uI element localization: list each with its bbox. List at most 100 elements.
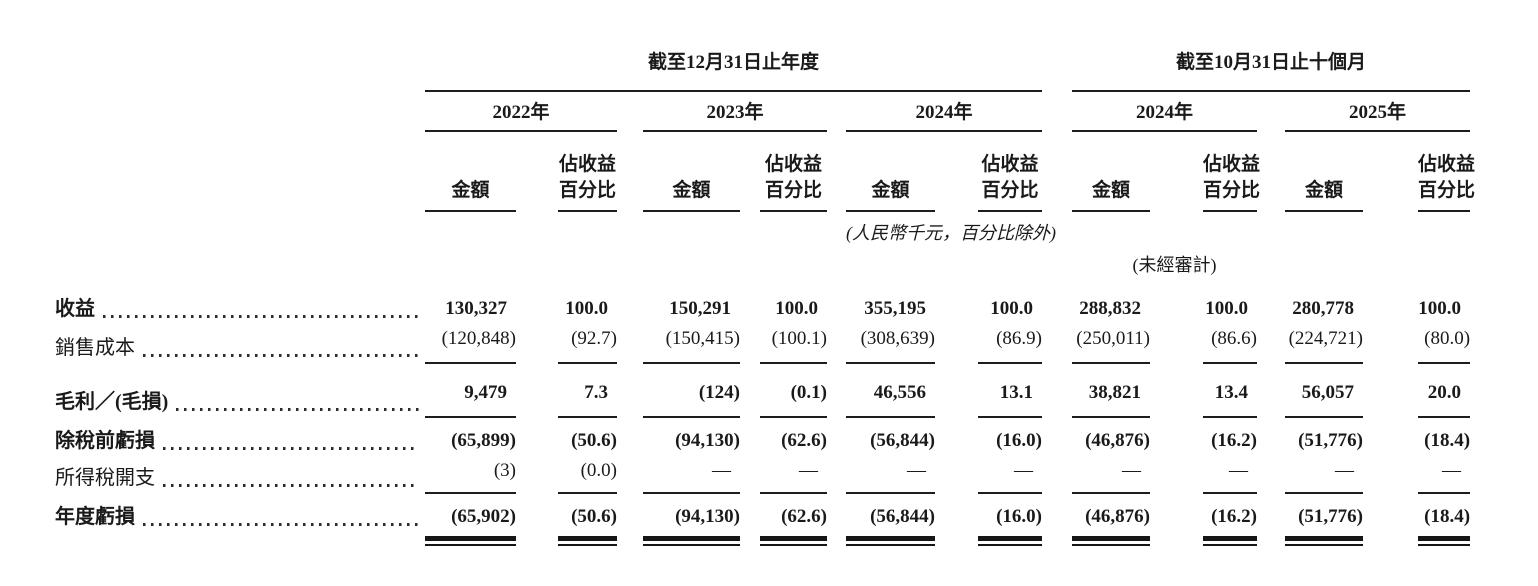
spacer-cell xyxy=(740,417,760,456)
double-rule xyxy=(1418,536,1471,546)
spacer-cell xyxy=(827,131,846,211)
spacer-cell xyxy=(617,363,643,417)
period-header-ten-months: 截至10月31日止十個月 xyxy=(1072,50,1471,92)
dot-leader xyxy=(163,447,419,450)
spacer-cell xyxy=(1042,493,1072,532)
spacer-cell xyxy=(516,282,558,324)
value-cell: — xyxy=(643,456,740,494)
year-header-2024-interim: 2024年 xyxy=(1072,91,1257,132)
amount-header-2025-interim: 金額 xyxy=(1285,131,1363,212)
table-row-revenue: 收益 130,327 100.0 150,291 100.0 355,195 1… xyxy=(55,282,1470,324)
spacer-cell xyxy=(1363,456,1418,493)
spacer-cell xyxy=(1257,456,1285,493)
spacer-cell xyxy=(827,493,846,532)
row-label-cost-of-sales: 銷售成本 xyxy=(55,337,135,359)
value-cell: (250,011) xyxy=(1072,324,1150,364)
spacer-cell xyxy=(1257,91,1285,131)
value-cell: (120,848) xyxy=(425,324,516,364)
spacer-cell xyxy=(1363,324,1418,363)
amount-header-2024-annual: 金額 xyxy=(846,131,935,212)
double-rule xyxy=(1072,536,1150,546)
section-header-row: 截至12月31日止年度 截至10月31日止十個月 xyxy=(55,50,1471,92)
spacer-cell xyxy=(740,324,760,363)
pct-header-line2: 百分比 xyxy=(558,180,616,201)
spacer-cell xyxy=(55,91,425,131)
spacer-cell xyxy=(1150,456,1203,493)
value-cell: (18.4) xyxy=(1424,430,1471,451)
pct-header-line2: 百分比 xyxy=(764,180,822,201)
spacer-cell xyxy=(55,246,1072,282)
spacer-cell xyxy=(1257,493,1285,532)
spacer-cell xyxy=(935,493,978,532)
row-label-gross-profit: 毛利／(毛損) xyxy=(55,391,169,413)
value-cell: (56,844) xyxy=(870,506,935,527)
spacer-cell xyxy=(617,324,643,363)
row-label-loss-before-tax-cell: 除稅前虧損 xyxy=(55,417,425,456)
spacer-cell xyxy=(1042,363,1072,417)
spacer-cell xyxy=(1257,532,1285,546)
spacer-cell xyxy=(1257,131,1285,211)
pct-header-line2: 百分比 xyxy=(1203,180,1261,201)
spacer-cell xyxy=(516,363,558,417)
unaudited-note: (未經審計) xyxy=(1132,255,1217,275)
value-cell: 100.0 xyxy=(775,298,818,319)
year-header-2025-interim: 2025年 xyxy=(1285,91,1471,132)
value-cell: 100.0 xyxy=(1205,298,1248,319)
table-row-loss-before-tax: 除稅前虧損 (65,899) (50.6) (94,130) (62.6) (5… xyxy=(55,417,1470,456)
value-cell: (50.6) xyxy=(571,506,617,527)
value-cell: (100.1) xyxy=(760,324,827,364)
value-cell: 13.4 xyxy=(1203,363,1257,418)
value-cell: (16.0) xyxy=(996,430,1042,451)
spacer-cell xyxy=(55,50,425,91)
value-cell: (62.6) xyxy=(781,506,827,527)
spacer-cell xyxy=(1042,324,1072,363)
spacer-cell xyxy=(935,282,978,324)
pct-header-line1: 佔收益 xyxy=(1203,154,1261,175)
pct-header-line1: 佔收益 xyxy=(1418,154,1476,175)
value-cell: (51,776) xyxy=(1298,506,1363,527)
double-rule xyxy=(978,536,1042,546)
double-rule-cell xyxy=(643,532,740,546)
double-rule-cell xyxy=(425,532,516,546)
table-row-income-tax-expense: 所得稅開支 (3) (0.0) — — — — — — — — xyxy=(55,456,1471,494)
spacer-cell xyxy=(1150,324,1203,363)
value-cell: 56,057 xyxy=(1285,363,1363,418)
dot-leader xyxy=(176,408,419,411)
value-cell: (50.6) xyxy=(571,430,617,451)
value-cell: 130,327 xyxy=(445,298,507,319)
table-row-loss-for-the-year: 年度虧損 (65,902) (50.6) (94,130) (62.6) (56… xyxy=(55,493,1470,532)
pct-header-line2: 百分比 xyxy=(981,180,1039,201)
double-rule-cell xyxy=(1072,532,1150,546)
double-rule-cell xyxy=(1418,532,1471,546)
spacer-cell xyxy=(827,282,846,324)
spacer-cell xyxy=(740,532,760,546)
double-rule-cell xyxy=(978,532,1042,546)
unit-note-cell: (人民幣千元，百分比除外) xyxy=(425,211,1056,246)
spacer-cell xyxy=(1042,456,1072,493)
row-label-loss-before-tax: 除稅前虧損 xyxy=(55,430,155,452)
pct-of-revenue-header-2023: 佔收益 百分比 xyxy=(760,131,827,212)
value-cell: (16.0) xyxy=(996,506,1042,527)
value-cell: 20.0 xyxy=(1418,363,1471,418)
value-cell: (124) xyxy=(643,363,740,418)
spacer-cell xyxy=(617,532,643,546)
spacer-cell xyxy=(1150,532,1203,546)
spacer-cell xyxy=(1257,246,1470,282)
spacer-cell xyxy=(1042,131,1072,211)
unit-note: (人民幣千元，百分比除外) xyxy=(846,223,1056,243)
value-cell: 46,556 xyxy=(846,363,935,418)
value-cell: 7.3 xyxy=(558,363,617,418)
double-rule-cell xyxy=(760,532,827,546)
spacer-cell xyxy=(617,91,643,131)
double-rule xyxy=(643,536,740,546)
value-cell: (86.9) xyxy=(978,324,1042,364)
spacer-cell xyxy=(516,131,558,211)
value-cell: (0.0) xyxy=(558,456,617,494)
pct-header-line1: 佔收益 xyxy=(558,154,616,175)
spacer-cell xyxy=(827,417,846,456)
value-cell: (224,721) xyxy=(1285,324,1363,364)
spacer-cell xyxy=(55,211,425,246)
year-header-row: 2022年 2023年 2024年 2024年 2025年 xyxy=(55,91,1471,132)
row-label-income-tax-expense-cell: 所得稅開支 xyxy=(55,456,425,493)
spacer-cell xyxy=(935,131,978,211)
